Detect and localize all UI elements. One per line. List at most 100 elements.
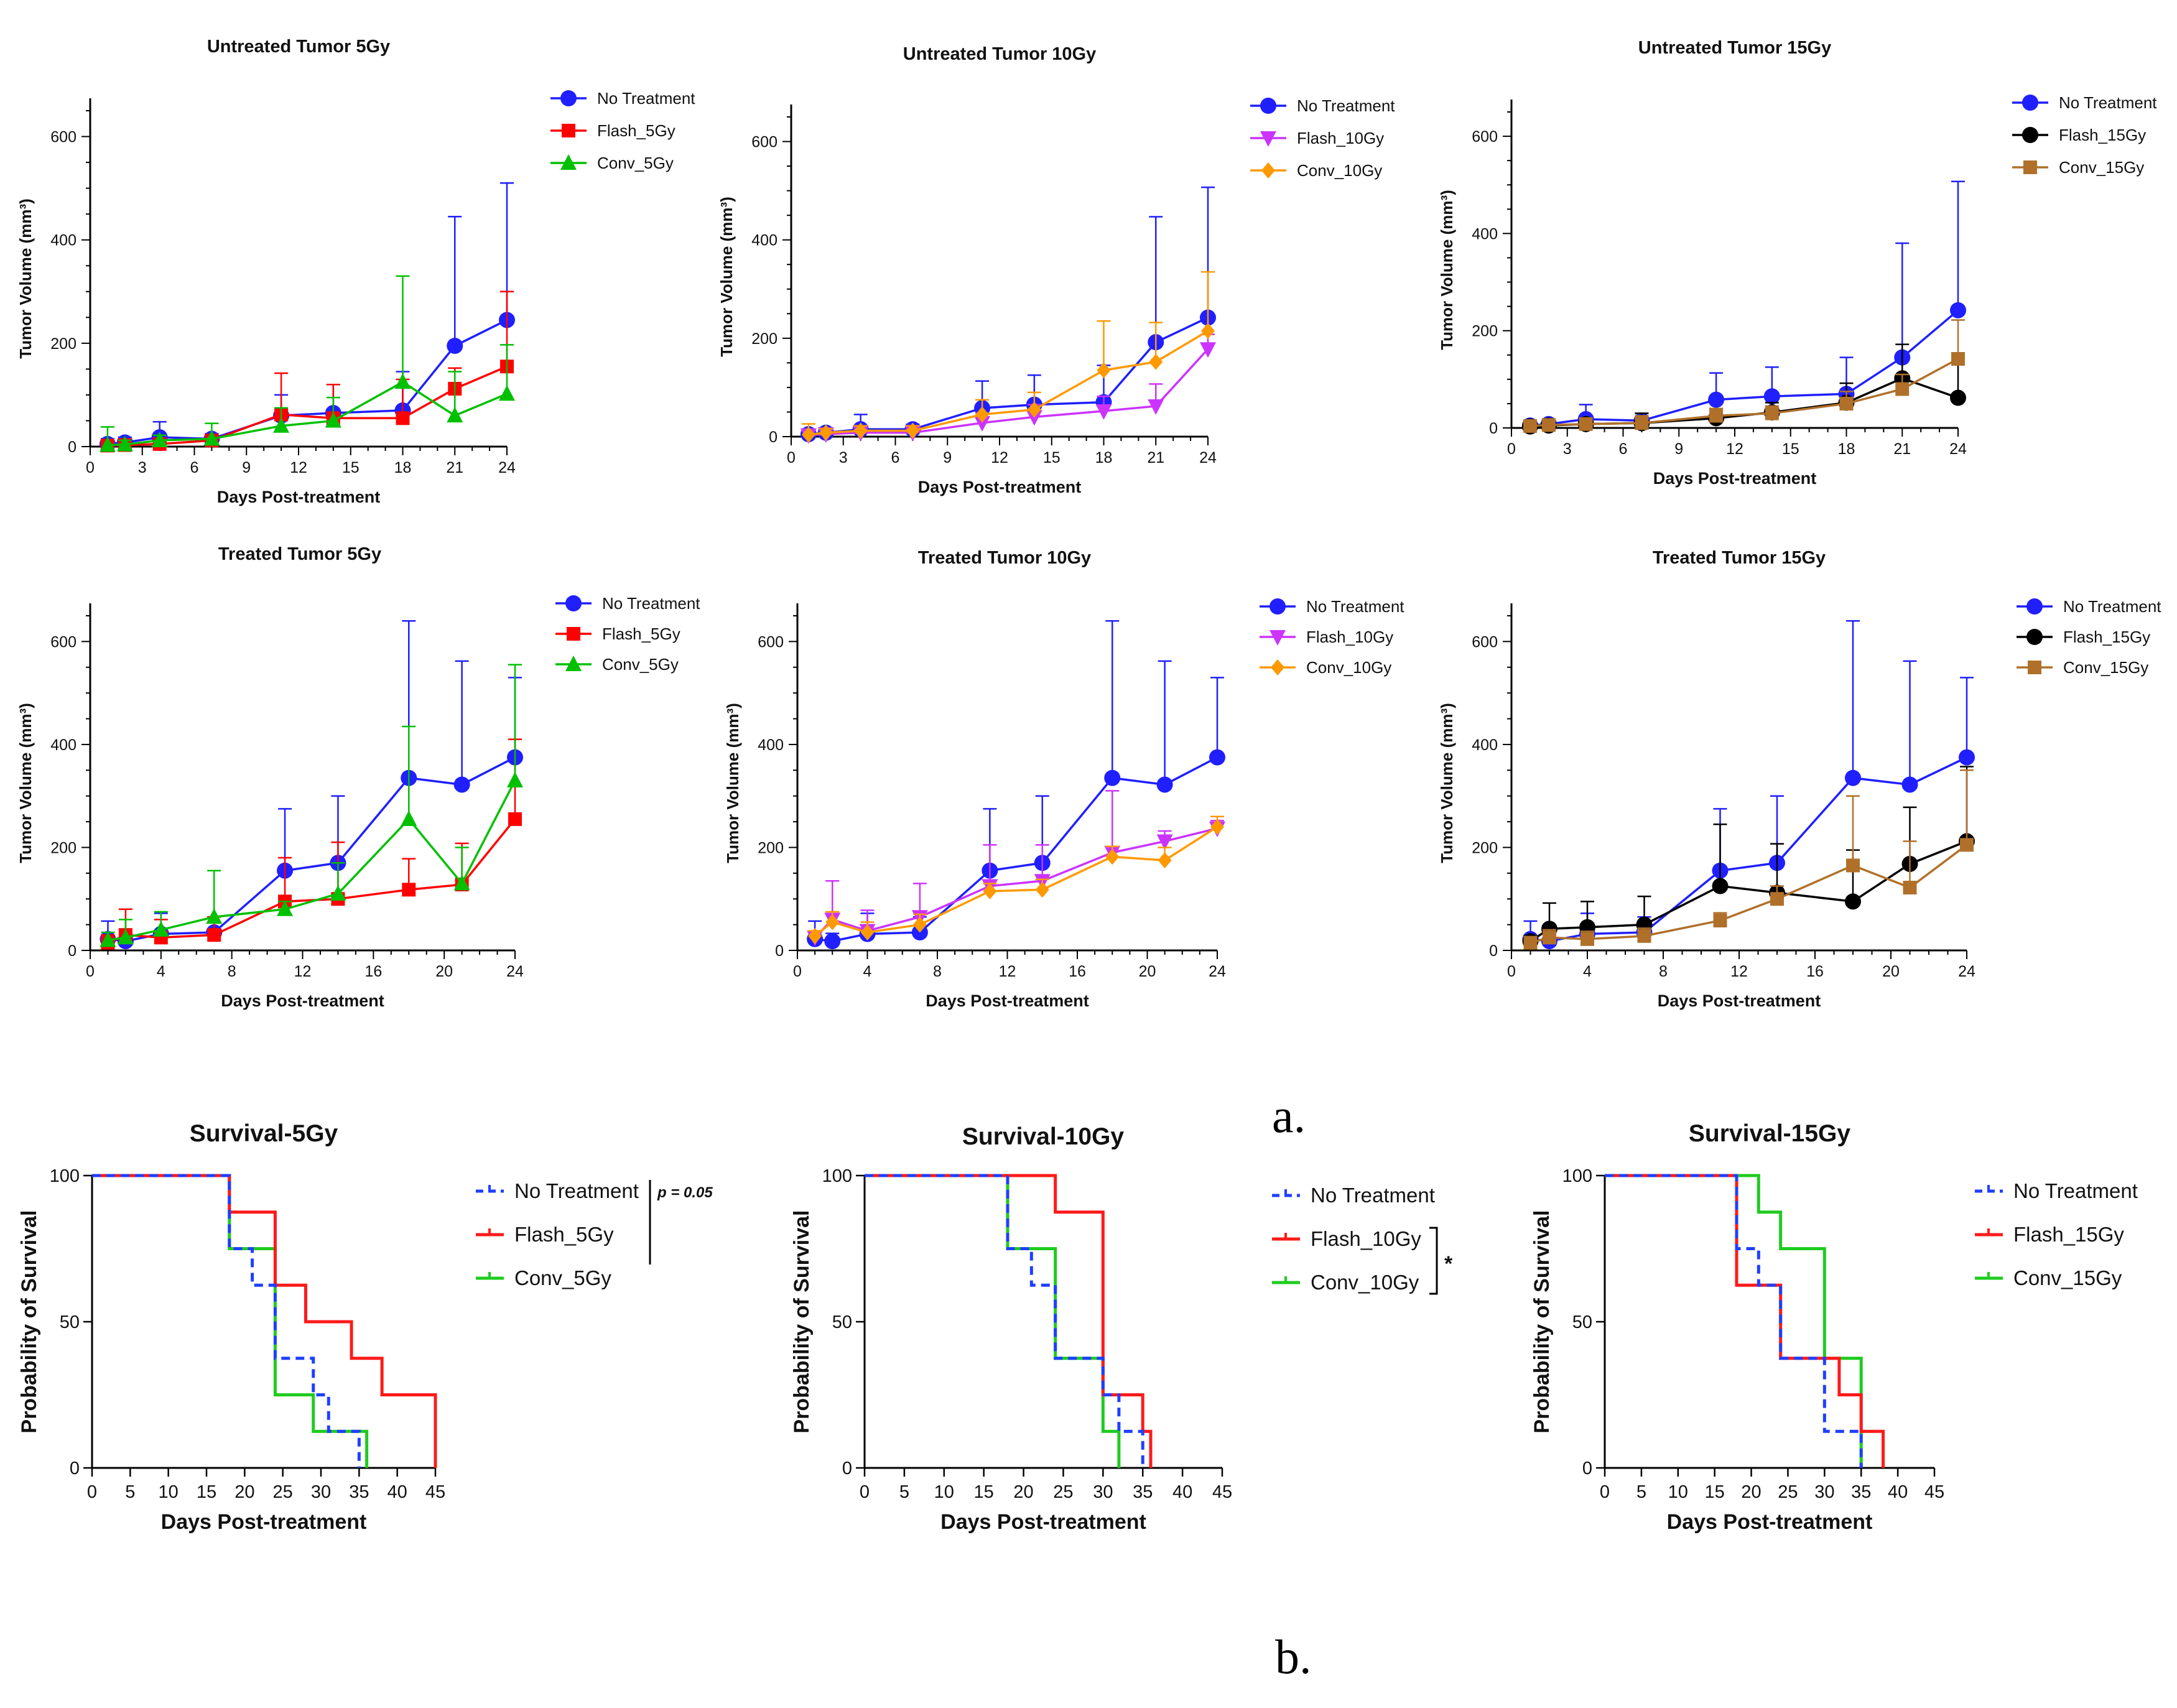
data-point	[100, 931, 116, 947]
series-line	[107, 365, 508, 447]
x-tick-label: 8	[933, 963, 942, 980]
x-tick-label: 12	[294, 963, 312, 980]
series-line	[808, 317, 1209, 435]
x-tick-label: 4	[1583, 963, 1592, 980]
legend-label: No Treatment	[602, 594, 700, 613]
x-tick-label: 16	[1069, 963, 1086, 980]
x-tick-label: 35	[349, 1482, 369, 1502]
y-axis-label: Tumor Volume (mm³)	[16, 703, 35, 863]
panel-label-b: b.	[1275, 1630, 1312, 1684]
data-point	[1201, 322, 1215, 339]
x-tick-label: 21	[1147, 449, 1164, 466]
legend-label: No Treatment	[2013, 1179, 2138, 1202]
data-point	[1895, 382, 1910, 396]
legend-marker	[2026, 598, 2043, 615]
x-tick-label: 12	[1726, 440, 1743, 458]
series-line	[107, 818, 516, 944]
x-tick-label: 9	[242, 459, 251, 476]
chart-title: Untreated Tumor 15Gy	[1638, 38, 1831, 58]
chart-title: Untreated Tumor 5Gy	[207, 37, 390, 57]
series-2	[100, 664, 523, 947]
data-point	[1543, 931, 1556, 945]
legend-marker	[560, 154, 577, 170]
survival-curve-0	[92, 1174, 361, 1468]
x-tick-label: 24	[498, 459, 516, 476]
data-point	[1903, 881, 1917, 895]
legend-label: No Treatment	[2063, 597, 2161, 616]
data-point	[1709, 409, 1724, 423]
data-point	[1960, 838, 1974, 852]
y-tick-label: 200	[50, 335, 77, 353]
x-tick-label: 25	[1778, 1482, 1798, 1502]
x-tick-label: 24	[1949, 440, 1967, 458]
x-axis-label: Days Post-treatment	[1653, 469, 1817, 488]
data-point	[1523, 419, 1537, 433]
y-tick-label: 50	[832, 1312, 852, 1332]
survival-curve-2	[1605, 1174, 1863, 1468]
x-tick-label: 0	[860, 1482, 870, 1502]
x-tick-label: 4	[863, 963, 872, 980]
data-point	[1635, 416, 1649, 430]
x-tick-label: 5	[899, 1482, 909, 1502]
x-tick-label: 40	[1172, 1482, 1192, 1502]
y-tick-label: 0	[769, 429, 778, 446]
x-tick-label: 0	[1507, 963, 1516, 980]
data-point	[1959, 749, 1975, 766]
data-point	[447, 407, 463, 423]
data-point	[1105, 848, 1120, 865]
y-axis-label: Probability of Survival	[1530, 1210, 1554, 1434]
survival-chart-2: Survival-15Gy 0 50 100 0 5 10 15 20 25 30 35 40 45 Day…	[1530, 1120, 2138, 1534]
x-tick-label: 30	[1814, 1482, 1834, 1502]
data-point	[808, 927, 822, 944]
data-point	[1839, 396, 1854, 411]
x-tick-label: 0	[787, 449, 796, 466]
x-tick-label: 35	[1851, 1482, 1871, 1502]
data-point	[824, 933, 841, 950]
x-tick-label: 12	[999, 963, 1016, 980]
x-tick-label: 3	[138, 459, 147, 476]
x-tick-label: 4	[157, 963, 165, 980]
data-point	[1950, 389, 1966, 406]
data-point	[983, 883, 997, 899]
y-tick-label: 0	[68, 439, 77, 456]
chart-title: Treated Tumor 5Gy	[218, 544, 381, 564]
x-tick-label: 12	[991, 449, 1008, 466]
y-tick-label: 0	[775, 942, 784, 960]
x-tick-label: 20	[234, 1482, 254, 1502]
legend-label: Conv_5Gy	[597, 154, 674, 172]
data-point	[1026, 410, 1042, 426]
growth-chart-0: Untreated Tumor 5Gy 0 200 400 600 0 3 6 9 12 15 18 2…	[16, 37, 695, 506]
x-tick-label: 20	[1013, 1482, 1033, 1502]
data-point	[974, 415, 991, 432]
data-point	[207, 928, 221, 942]
x-tick-label: 35	[1133, 1482, 1153, 1502]
x-tick-label: 18	[1095, 449, 1113, 466]
x-tick-label: 6	[190, 459, 199, 476]
growth-chart-3: Treated Tumor 5Gy 0 200 400 600 0 4 8 12 16 20 24 Da…	[16, 544, 700, 1010]
survival-chart-0: Survival-5Gy 0 50 100 0 5 10 15 20 25 30 35 40 45 Days…	[17, 1120, 713, 1534]
x-tick-label: 20	[435, 963, 453, 980]
x-tick-label: 6	[1619, 440, 1628, 458]
legend-label: Conv_10Gy	[1297, 161, 1382, 180]
survival-chart-1: Survival-10Gy 0 50 100 0 5 10 15 20 25 30 35 40 45 Day…	[790, 1123, 1453, 1534]
x-axis-label: Days Post-treatment	[1658, 991, 1821, 1010]
x-tick-label: 15	[974, 1482, 994, 1502]
data-point	[453, 776, 470, 793]
y-axis-label: Tumor Volume (mm³)	[1437, 703, 1456, 863]
data-point	[273, 417, 290, 433]
x-tick-label: 0	[86, 963, 95, 980]
data-point	[1846, 858, 1860, 873]
legend-label: No Treatment	[1306, 597, 1404, 616]
x-tick-label: 15	[342, 459, 360, 476]
x-tick-label: 10	[1668, 1482, 1688, 1502]
legend-label: No Treatment	[1311, 1184, 1435, 1207]
y-axis-label: Tumor Volume (mm³)	[723, 703, 742, 863]
x-tick-label: 15	[1705, 1482, 1725, 1502]
x-axis-label: Days Post-treatment	[217, 488, 381, 506]
x-tick-label: 16	[364, 963, 382, 980]
series-2	[1523, 769, 1974, 950]
y-tick-label: 600	[50, 129, 77, 146]
legend-label: No Treatment	[2059, 93, 2157, 112]
data-point	[151, 432, 168, 448]
y-tick-label: 400	[50, 736, 77, 754]
